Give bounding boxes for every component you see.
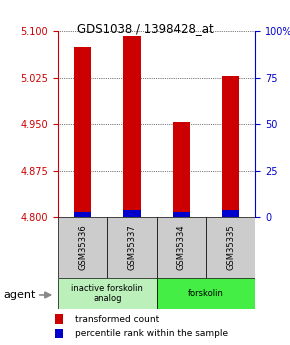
Text: GSM35336: GSM35336: [78, 225, 87, 270]
Bar: [107, 217, 157, 278]
Text: GSM35334: GSM35334: [177, 225, 186, 270]
Bar: [222, 210, 239, 217]
Bar: [123, 36, 141, 217]
Bar: [55, 328, 63, 338]
Text: GSM35335: GSM35335: [226, 225, 235, 270]
Bar: [58, 217, 107, 278]
Bar: [123, 210, 141, 217]
Bar: [74, 47, 91, 217]
Bar: [157, 278, 255, 309]
Text: agent: agent: [3, 290, 35, 300]
Text: GSM35337: GSM35337: [127, 225, 137, 270]
Text: transformed count: transformed count: [75, 315, 160, 324]
Bar: [173, 212, 190, 217]
Bar: [157, 217, 206, 278]
Bar: [74, 212, 91, 217]
Text: GDS1038 / 1398428_at: GDS1038 / 1398428_at: [77, 22, 213, 36]
Text: inactive forskolin
analog: inactive forskolin analog: [71, 284, 143, 303]
Bar: [222, 76, 239, 217]
Bar: [206, 217, 255, 278]
Bar: [58, 278, 157, 309]
Text: forskolin: forskolin: [188, 289, 224, 298]
Bar: [55, 314, 63, 324]
Bar: [173, 122, 190, 217]
Text: percentile rank within the sample: percentile rank within the sample: [75, 329, 229, 338]
